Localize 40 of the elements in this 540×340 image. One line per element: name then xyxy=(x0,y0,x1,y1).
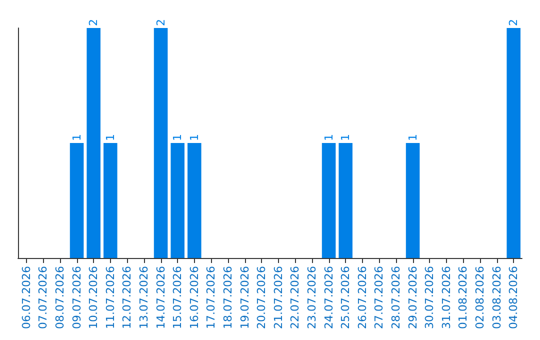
data-label: 1 xyxy=(322,134,336,142)
data-label: 1 xyxy=(70,134,84,142)
x-tick-label: 30.07.2026 xyxy=(423,266,436,330)
x-tick-label: 24.07.2026 xyxy=(322,266,336,330)
x-tick-label: 21.07.2026 xyxy=(272,266,285,330)
x-tick-label: 29.07.2026 xyxy=(406,266,420,330)
data-label: 1 xyxy=(406,134,420,142)
x-tick-label: 03.08.2026 xyxy=(490,266,504,330)
x-tick-label: 18.07.2026 xyxy=(222,266,234,330)
x-tick-label: 22.07.2026 xyxy=(288,266,302,330)
x-tick-label: 28.07.2026 xyxy=(390,266,402,330)
x-tick-label: 26.07.2026 xyxy=(356,266,369,330)
x-tick-label: 31.07.2026 xyxy=(440,266,453,330)
data-label: 1 xyxy=(171,134,184,142)
x-tick-label: 01.08.2026 xyxy=(456,266,470,330)
x-tick-label: 07.07.2026 xyxy=(36,266,50,330)
x-tick-label: 19.07.2026 xyxy=(238,266,252,330)
x-tick-label: 25.07.2026 xyxy=(339,266,352,330)
x-tick-label: 20.07.2026 xyxy=(255,266,268,330)
x-tick-label: 02.08.2026 xyxy=(474,266,486,330)
x-tick-label: 14.07.2026 xyxy=(154,266,168,330)
x-tick-label: 13.07.2026 xyxy=(138,266,150,330)
x-tick-label: 10.07.2026 xyxy=(87,266,100,330)
x-tick-label: 15.07.2026 xyxy=(171,266,184,330)
x-tick-label: 27.07.2026 xyxy=(372,266,386,330)
data-label: 1 xyxy=(188,134,201,142)
data-label: 1 xyxy=(339,134,352,142)
data-label: 1 xyxy=(104,134,117,142)
x-tick-label: 06.07.2026 xyxy=(20,266,33,330)
data-label: 2 xyxy=(154,19,168,26)
x-tick-label: 09.07.2026 xyxy=(70,266,84,330)
data-label: 2 xyxy=(507,19,520,26)
x-tick-label: 08.07.2026 xyxy=(54,266,66,330)
x-tick-label: 12.07.2026 xyxy=(120,266,134,330)
x-tick-label: 04.08.2026 xyxy=(507,266,520,330)
x-tick-label: 11.07.2026 xyxy=(104,266,117,330)
x-tick-label: 16.07.2026 xyxy=(188,266,201,330)
x-tick-label: 23.07.2026 xyxy=(306,266,318,330)
x-tick-label: 17.07.2026 xyxy=(204,266,218,330)
data-label: 2 xyxy=(87,19,100,26)
